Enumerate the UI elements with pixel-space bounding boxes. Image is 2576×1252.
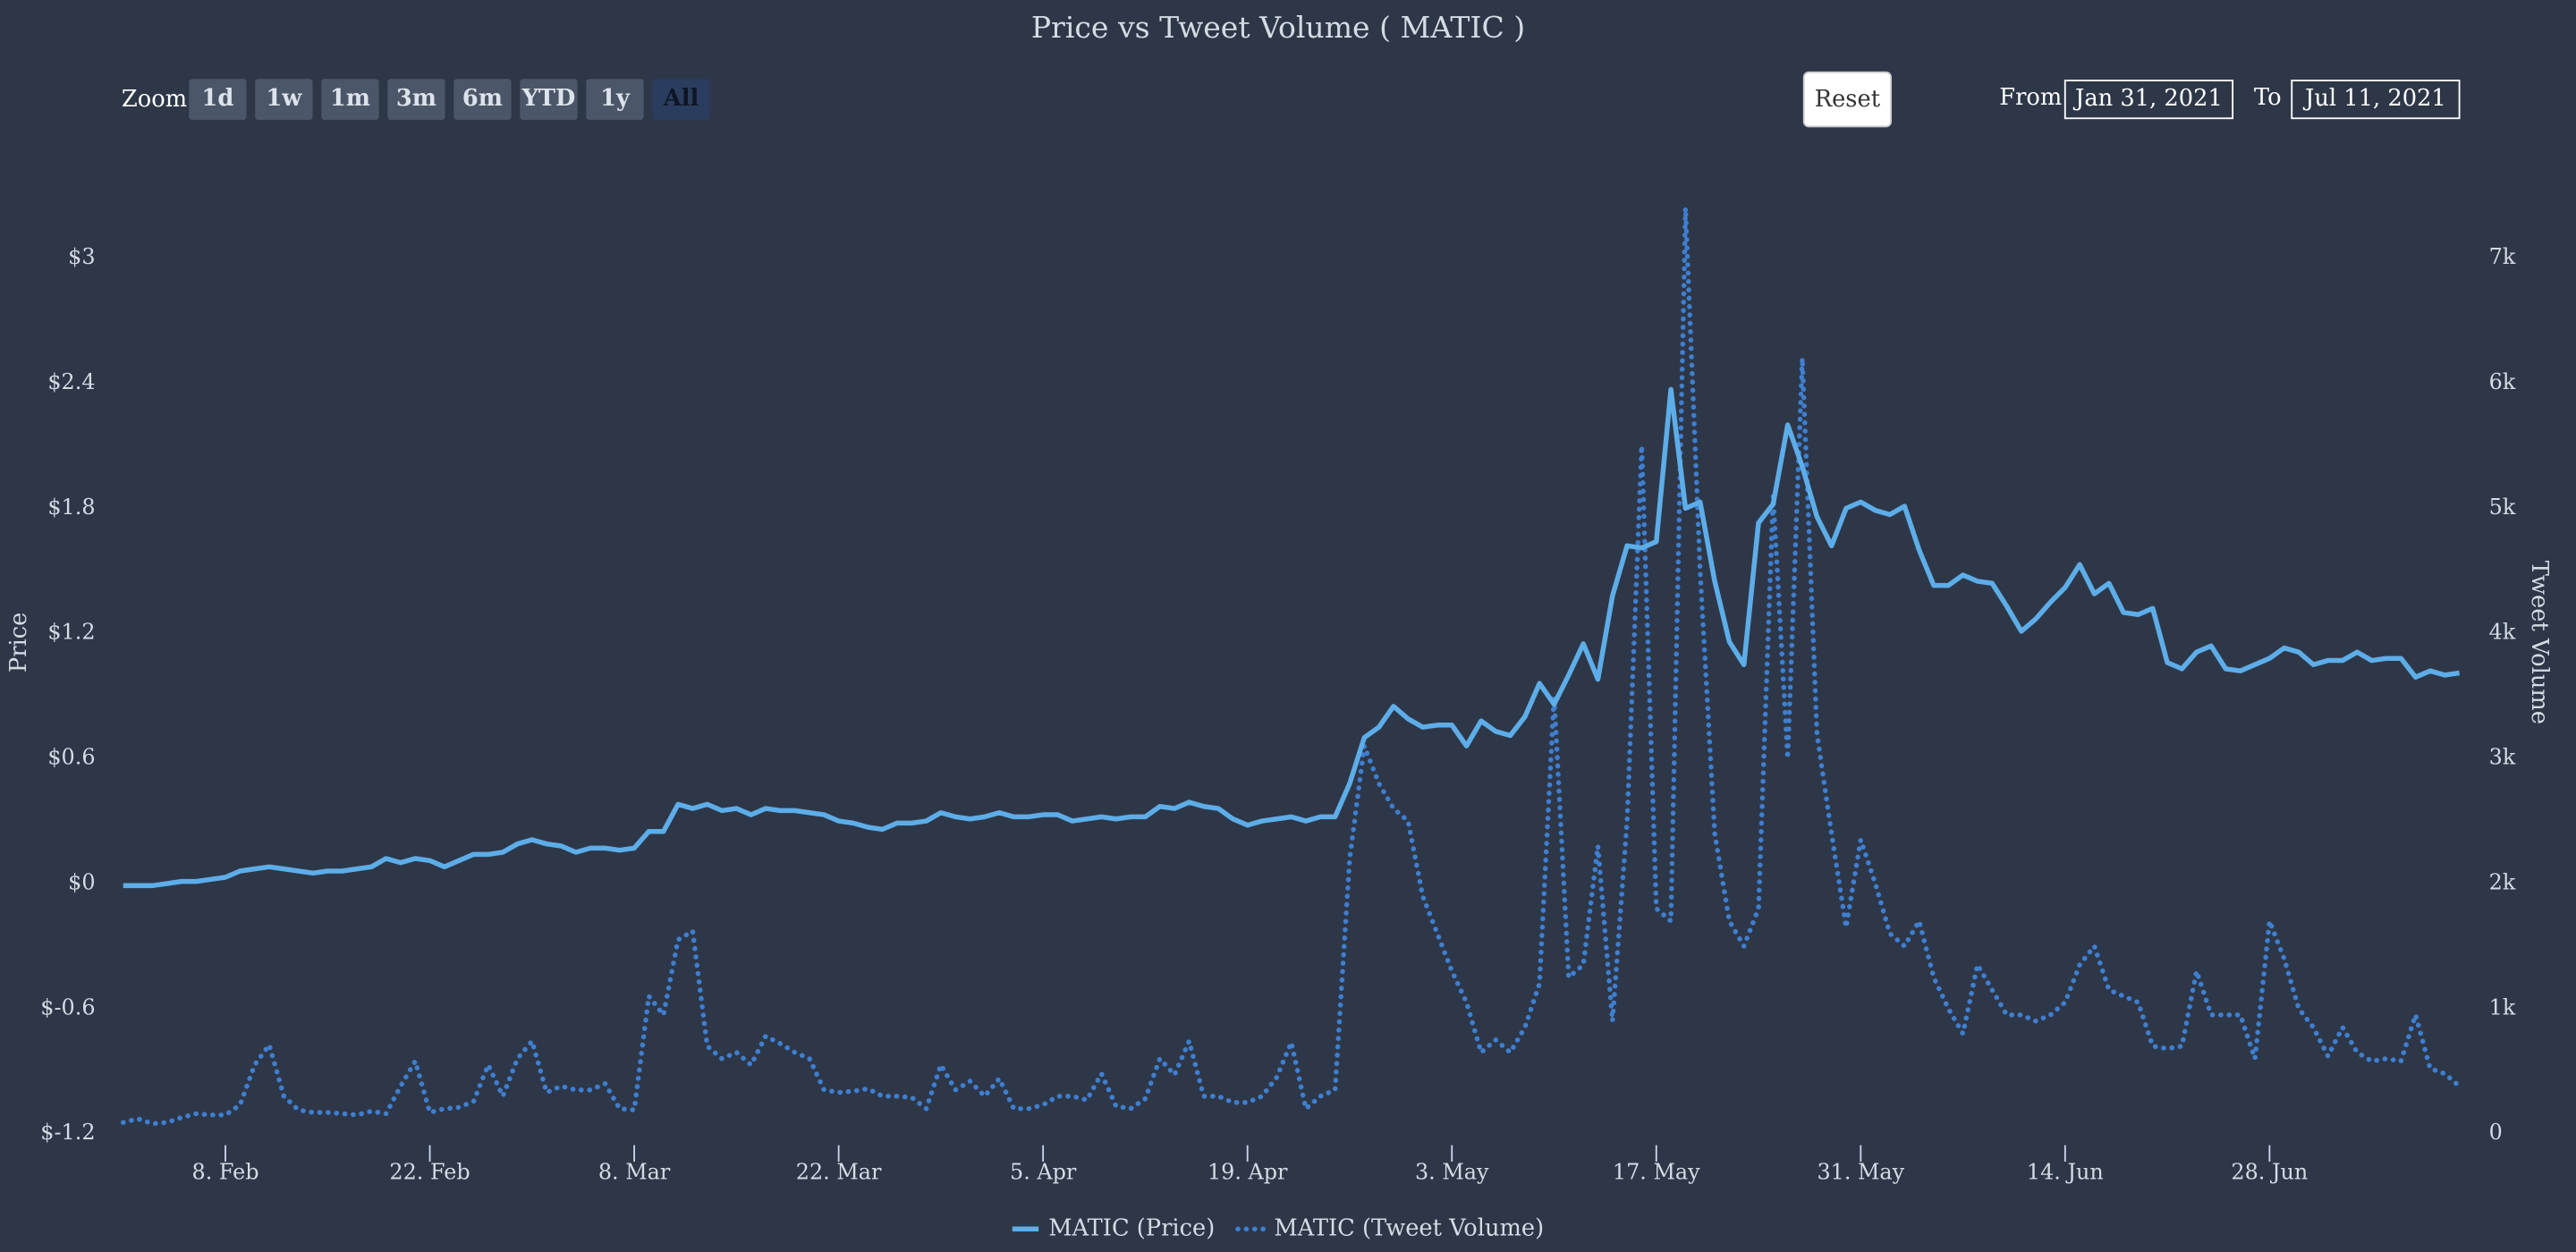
x-tick-label: 8. Feb: [192, 1159, 259, 1184]
x-tick-label: 8. Mar: [598, 1159, 671, 1184]
x-tick-label: 14. Jun: [2027, 1159, 2104, 1184]
legend-label: MATIC (Price): [1048, 1214, 1215, 1241]
y-tick-label: $-1.2: [40, 1120, 95, 1145]
zoom-button[interactable]: [321, 79, 379, 121]
zoom-button-label[interactable]: 6m: [462, 85, 503, 112]
y2-tick-label: 7k: [2489, 244, 2516, 269]
x-tick-label: 28. Jun: [2231, 1159, 2308, 1184]
x-tick-label: 3. May: [1415, 1159, 1489, 1184]
to-value[interactable]: Jul 11, 2021: [2302, 85, 2446, 112]
reset-label[interactable]: Reset: [1815, 86, 1881, 113]
y2-tick-label: 0: [2489, 1120, 2503, 1145]
y-tick-label: $0.6: [47, 745, 95, 770]
to-label: To: [2254, 84, 2282, 111]
y-tick-label: $3: [68, 244, 95, 269]
x-tick-label: 22. Mar: [796, 1159, 882, 1184]
reset-button[interactable]: [1802, 71, 1892, 128]
legend-label: MATIC (Tweet Volume): [1274, 1214, 1544, 1241]
y2-tick-label: 5k: [2489, 495, 2516, 520]
zoom-button-label[interactable]: All: [663, 85, 699, 112]
y-tick-label: $0: [68, 869, 95, 894]
y2-tick-label: 2k: [2489, 869, 2516, 894]
y-tick-label: $-0.6: [40, 994, 95, 1019]
from-label: From: [1999, 84, 2062, 111]
y2-tick-label: 3k: [2489, 745, 2516, 770]
y-tick-label: $1.2: [47, 620, 95, 645]
y-tick-label: $2.4: [47, 369, 95, 394]
to-input[interactable]: [2291, 80, 2461, 120]
zoom-button[interactable]: [520, 79, 578, 121]
x-tick-label: 22. Feb: [389, 1159, 470, 1184]
zoom-button-label[interactable]: 1d: [201, 85, 233, 112]
x-tick-label: 17. May: [1613, 1159, 1700, 1184]
x-tick-label: 19. Apr: [1208, 1159, 1288, 1184]
zoom-button[interactable]: [255, 79, 313, 121]
zoom-button[interactable]: [652, 79, 710, 121]
zoom-button-label[interactable]: YTD: [521, 85, 576, 112]
y2-axis-title: Tweet Volume: [2526, 561, 2553, 724]
zoom-button[interactable]: [189, 79, 247, 121]
zoom-button-label[interactable]: 1y: [600, 85, 631, 112]
y2-tick-label: 4k: [2489, 620, 2516, 645]
price-line: [123, 386, 2460, 889]
zoom-button[interactable]: [453, 79, 512, 121]
from-value[interactable]: Jan 31, 2021: [2072, 85, 2223, 112]
x-tick-label: 5. Apr: [1010, 1159, 1077, 1184]
zoom-button-label[interactable]: 3m: [396, 85, 436, 112]
chart-title: Price vs Tweet Volume ( MATIC ): [1031, 10, 1525, 45]
zoom-button-label[interactable]: 1w: [266, 85, 302, 112]
y-axis-title: Price: [5, 613, 32, 673]
y2-tick-label: 1k: [2489, 994, 2516, 1019]
zoom-button-label[interactable]: 1m: [330, 85, 370, 112]
zoom-button[interactable]: [387, 79, 445, 121]
y2-tick-label: 6k: [2489, 369, 2516, 394]
zoom-button[interactable]: [586, 79, 644, 121]
zoom-label: Zoom: [122, 86, 187, 113]
volume-line: [121, 205, 2462, 1127]
x-tick-label: 31. May: [1817, 1159, 1904, 1184]
y-tick-label: $1.8: [47, 495, 95, 520]
from-input[interactable]: [2063, 80, 2234, 120]
